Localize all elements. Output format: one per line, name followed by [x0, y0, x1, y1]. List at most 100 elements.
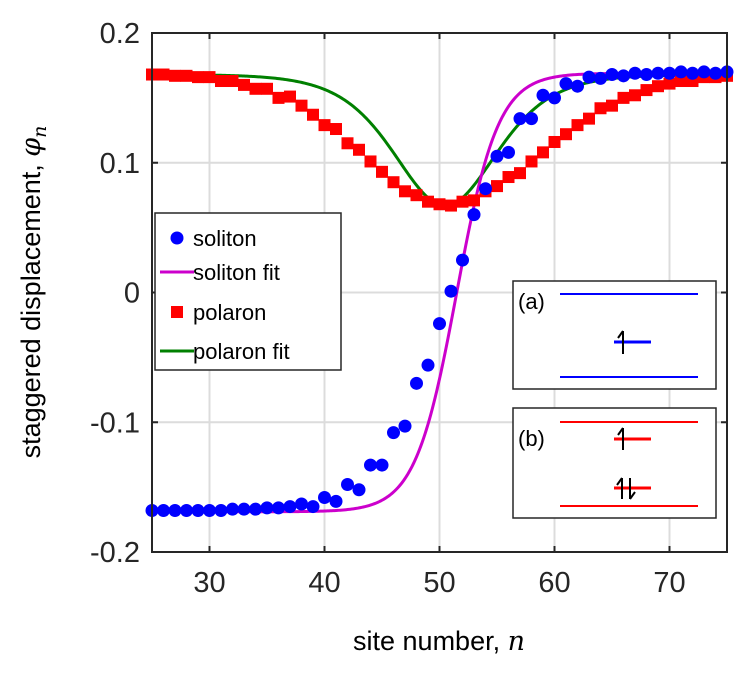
soliton-marker — [180, 503, 193, 517]
y-tick-label: 0.2 — [100, 18, 140, 50]
polaron-marker — [157, 68, 170, 81]
polaron-marker — [272, 91, 285, 104]
legend-label-soliton-fit: soliton fit — [193, 260, 280, 285]
soliton-marker — [421, 358, 435, 372]
x-axis-variable: n — [508, 626, 525, 657]
soliton-marker — [663, 66, 676, 80]
y-axis-label: staggered displacement, φn — [16, 126, 51, 459]
polaron-marker — [583, 112, 595, 125]
soliton-marker — [674, 65, 688, 79]
inset-a-spin-up-arrow-icon — [617, 330, 624, 354]
polaron-marker — [663, 77, 676, 90]
polaron-marker — [364, 155, 377, 168]
soliton-marker — [444, 284, 458, 298]
polaron-marker — [491, 180, 503, 193]
soliton-marker — [398, 419, 412, 433]
polaron-marker — [525, 155, 538, 168]
legend-box — [154, 212, 342, 371]
soliton-marker — [467, 208, 481, 222]
polaron-marker — [192, 71, 204, 84]
polaron-marker — [652, 80, 664, 93]
soliton-marker — [191, 503, 205, 517]
soliton-marker — [559, 77, 573, 91]
polaron-marker — [353, 143, 365, 156]
polaron-marker — [238, 78, 250, 91]
polaron-marker — [468, 194, 480, 207]
polaron-marker — [203, 71, 216, 84]
y-tick-label: -0.2 — [90, 537, 140, 569]
y-axis-label-text: staggered displacement, — [16, 157, 46, 459]
inset-b-label: (b) — [518, 426, 545, 451]
soliton-marker — [605, 68, 619, 82]
polaron-marker — [560, 128, 572, 141]
x-tick-label: 60 — [538, 567, 570, 599]
legend-label-soliton: soliton — [193, 226, 257, 251]
soliton-marker — [214, 503, 228, 517]
x-axis-label-text: site number, — [353, 626, 508, 656]
inset-a: (a) — [512, 280, 717, 390]
polaron-marker — [295, 99, 308, 112]
soliton-marker — [249, 502, 262, 516]
polaron-marker — [376, 165, 388, 178]
soliton-marker — [513, 112, 527, 126]
polaron-marker — [445, 199, 457, 212]
soliton-marker — [203, 503, 216, 517]
soliton-marker — [272, 501, 285, 515]
legend-label-polaron: polaron — [193, 300, 266, 325]
soliton-marker — [594, 71, 607, 85]
polaron-marker — [629, 89, 641, 102]
polaron-marker — [330, 123, 342, 136]
polaron-marker — [606, 99, 618, 112]
soliton-marker — [456, 253, 469, 267]
soliton-marker — [364, 458, 377, 472]
soliton-marker — [168, 503, 182, 517]
polaron-marker — [318, 119, 331, 132]
legend-label-polaron-fit: polaron fit — [193, 339, 290, 364]
polaron-marker — [433, 198, 446, 211]
soliton-marker — [283, 500, 297, 514]
y-axis-variable: φ — [16, 138, 47, 157]
polaron-marker — [594, 102, 607, 115]
x-tick-label: 40 — [308, 567, 340, 599]
inset-b: (b) — [512, 407, 717, 519]
polaron-marker — [226, 75, 239, 88]
polaron-marker — [169, 69, 181, 82]
polaron-marker — [456, 195, 469, 208]
polaron-marker — [180, 69, 193, 82]
soliton-marker — [582, 70, 596, 84]
polaron-marker — [410, 189, 423, 202]
data-markers — [145, 65, 734, 517]
polaron-marker — [284, 90, 296, 103]
y-tick-label: 0 — [124, 278, 140, 310]
legend-symbol-soliton — [170, 231, 184, 245]
soliton-marker — [226, 502, 239, 516]
soliton-marker — [640, 68, 653, 82]
polaron-marker — [571, 119, 584, 132]
polaron-marker — [617, 91, 630, 104]
soliton-marker — [536, 88, 550, 102]
soliton-marker — [628, 66, 642, 80]
soliton-marker — [502, 145, 515, 159]
polaron-marker — [675, 75, 687, 88]
polaron-marker — [341, 137, 354, 150]
soliton-marker — [306, 500, 320, 514]
polaron-marker — [387, 176, 400, 189]
soliton-marker — [479, 182, 492, 196]
soliton-marker — [709, 66, 722, 80]
y-tick-label: 0.1 — [100, 148, 140, 180]
x-tick-label: 70 — [653, 567, 685, 599]
soliton-marker — [571, 79, 584, 93]
soliton-marker — [651, 66, 665, 80]
legend-entry-soliton-fit: soliton fit — [160, 260, 280, 285]
soliton-marker — [375, 458, 389, 472]
polaron-marker — [514, 167, 526, 180]
soliton-marker — [318, 491, 331, 505]
soliton-marker — [490, 149, 504, 163]
polaron-marker — [261, 82, 273, 95]
polaron-marker — [537, 146, 549, 159]
inset-a-label: (a) — [518, 289, 545, 314]
soliton-marker — [329, 494, 343, 508]
y-axis-variable-subscript: n — [29, 126, 51, 138]
polaron-marker — [307, 108, 319, 121]
